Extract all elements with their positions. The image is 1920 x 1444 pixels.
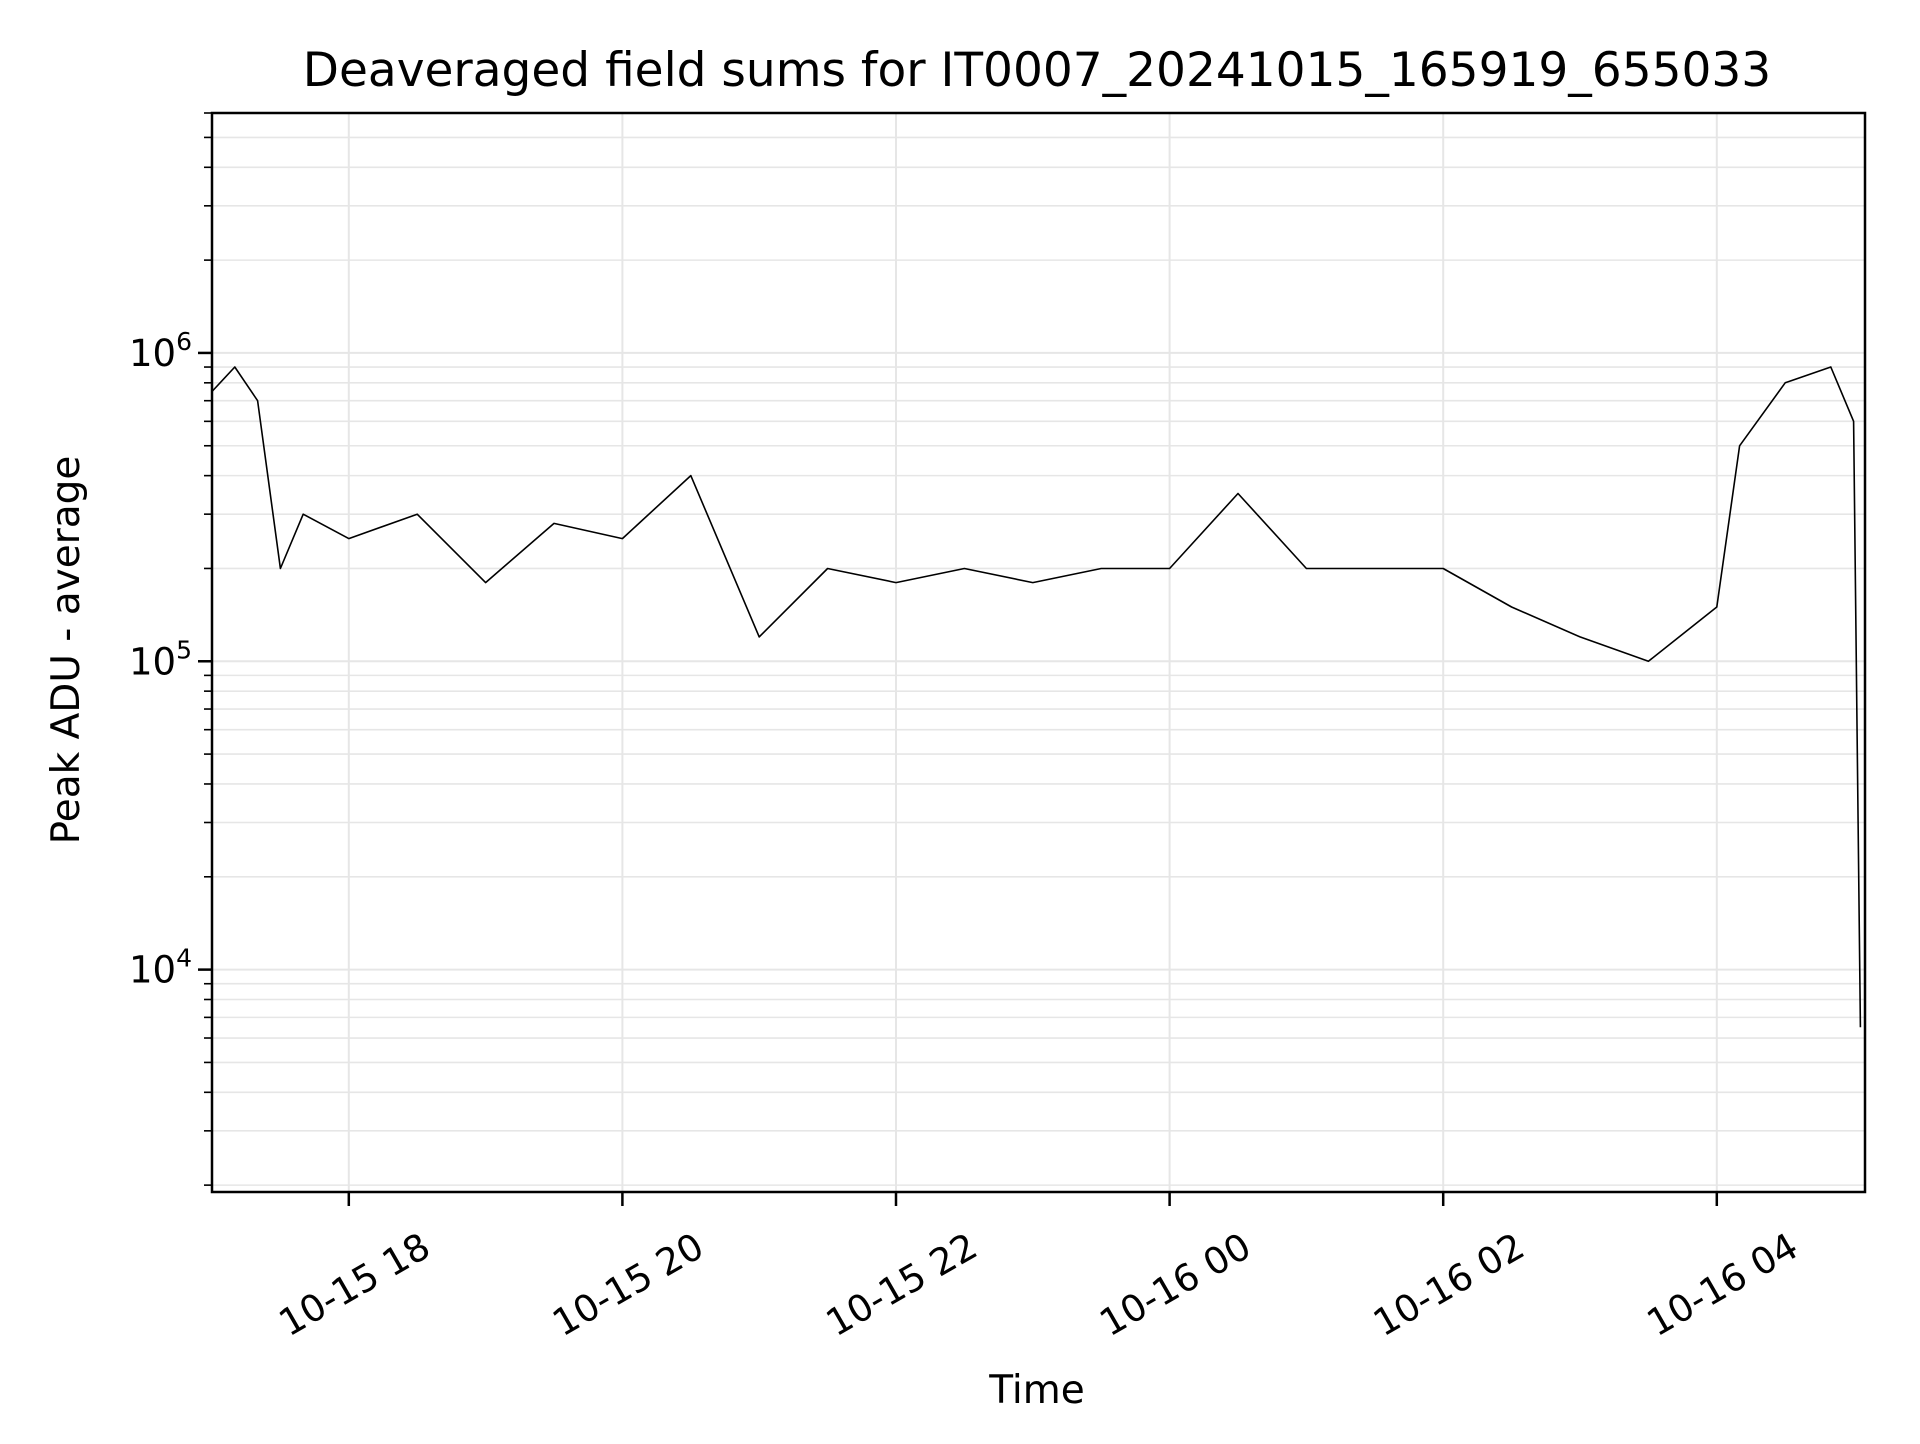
plot-frame [210,111,1867,1194]
x-axis-label: Time [988,1368,1084,1413]
series-line [211,366,1862,1028]
data-series [211,366,1862,1028]
y-axis-label: Peak ADU - average [44,456,89,845]
chart-title: Deaveraged field sums for IT0007_2024101… [303,43,1771,98]
y-tick-label: 106 [129,327,192,375]
y-tick-label: 104 [129,944,192,992]
y-tick-label: 105 [129,635,192,683]
